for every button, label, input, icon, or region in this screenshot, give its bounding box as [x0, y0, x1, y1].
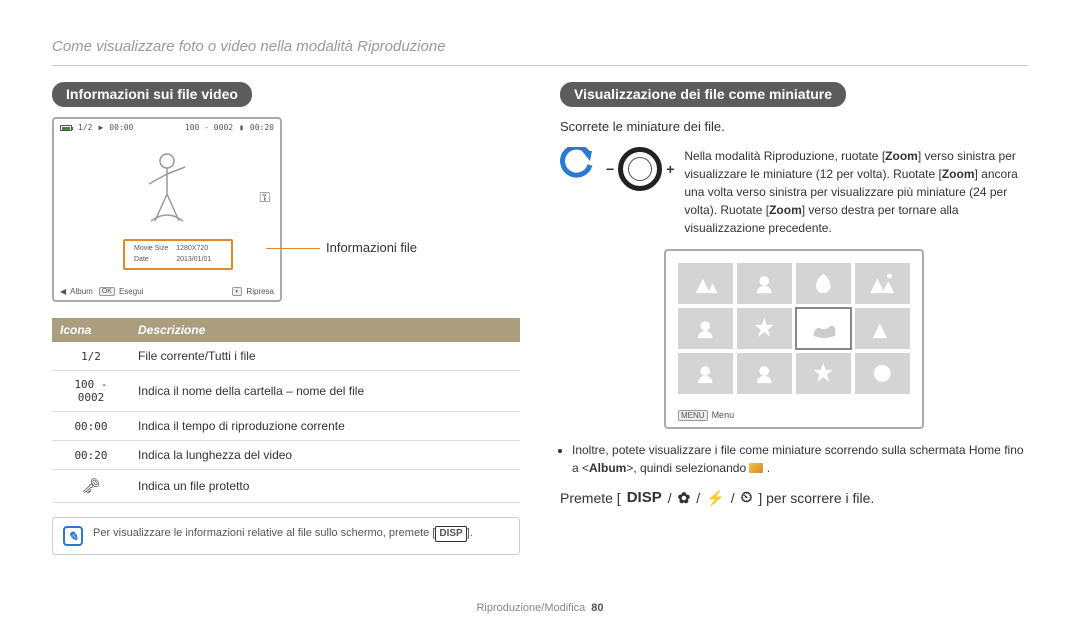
page-footer: Riproduzione/Modifica80: [0, 602, 1080, 614]
disp-button-hint: DISP: [435, 526, 466, 542]
table-row: 1/2File corrente/Tutti i file: [52, 342, 520, 371]
thumb-bullets: Inoltre, potete visualizzare i file come…: [560, 441, 1028, 477]
thumbs-intro: Scorrete le miniature dei file.: [560, 117, 1028, 137]
th-icon: Icona: [52, 318, 130, 342]
rotate-arrow-icon: [560, 147, 596, 183]
thumb: [678, 308, 733, 349]
callout-label: Informazioni file: [326, 240, 417, 255]
pill-thumbs: Visualizzazione dei file come miniature: [560, 82, 846, 107]
pill-video-info: Informazioni sui file video: [52, 82, 252, 107]
ok-btn-indicator: OK: [99, 287, 115, 296]
thumb: [796, 353, 851, 394]
album-label: Album: [70, 287, 93, 296]
thumb: [855, 353, 910, 394]
col-right: Visualizzazione dei file come miniature …: [560, 82, 1028, 555]
breadcrumb: Come visualizzare foto o video nella mod…: [52, 38, 1028, 66]
table-row: 100 - 0002Indica il nome della cartella …: [52, 371, 520, 412]
thumb: [855, 263, 910, 304]
thumb: [855, 308, 910, 349]
table-row: 00:00Indica il tempo di riproduzione cor…: [52, 412, 520, 441]
shutter-icon: ◐: [232, 287, 242, 296]
col-left: Informazioni sui file video 1/2 ▶ 00:00 …: [52, 82, 520, 555]
zoom-instructions: Nella modalità Riproduzione, ruotate [Zo…: [684, 147, 1028, 237]
table-row: 🗝Indica un file protetto: [52, 470, 520, 503]
folder-file: 100 - 0002: [185, 123, 233, 132]
thumb: [678, 353, 733, 394]
counter: 1/2: [78, 123, 92, 132]
callout-line: [266, 248, 320, 249]
elapsed: 00:00: [109, 123, 133, 132]
note-icon: ✎: [63, 526, 83, 546]
timer-icon: ⏲: [741, 489, 753, 506]
thumb: [737, 308, 792, 349]
table-row: 00:20Indica la lunghezza del video: [52, 441, 520, 470]
duration: 00:20: [250, 123, 274, 132]
menu-label: Menu: [712, 410, 735, 420]
scroll-hint: Premete [ DISP / ✿ / ⚡ / ⏲ ] per scorrer…: [560, 489, 1028, 507]
zoom-dial: − +: [606, 147, 674, 191]
macro-icon: ✿: [678, 489, 691, 507]
album-chip-icon: [749, 463, 763, 473]
th-desc: Descrizione: [130, 318, 520, 342]
flash-icon: ⚡: [706, 489, 725, 507]
protected-icon: ⚿: [259, 189, 270, 206]
battery-icon: [60, 125, 72, 131]
menu-btn-indicator: MENU: [678, 410, 708, 421]
icon-table: Icona Descrizione 1/2File corrente/Tutti…: [52, 318, 520, 503]
thumb: [737, 263, 792, 304]
thumb: [678, 263, 733, 304]
file-info-overlay: Movie Size1280X720 Date2013/01/01: [123, 239, 233, 270]
video-placeholder-figure: [137, 149, 197, 229]
note-box: ✎ Per visualizzare le informazioni relat…: [52, 517, 520, 555]
camera-screen-video: 1/2 ▶ 00:00 100 - 0002 ▮ 00:20 ⚿: [52, 117, 282, 302]
thumb: [737, 353, 792, 394]
thumb-selected: [796, 308, 851, 349]
camera-screen-thumbs: MENU Menu: [664, 249, 924, 429]
thumb: [796, 263, 851, 304]
